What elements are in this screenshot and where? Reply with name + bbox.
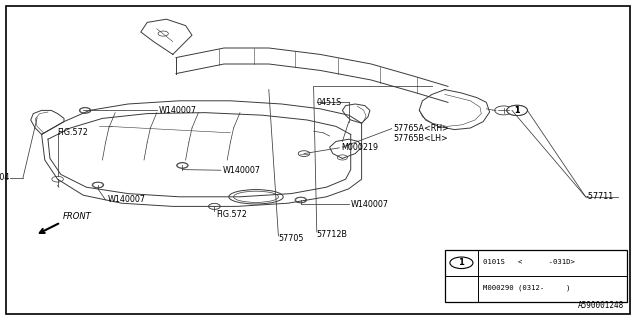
Circle shape xyxy=(92,182,104,188)
Circle shape xyxy=(450,257,473,268)
Circle shape xyxy=(158,31,168,36)
Circle shape xyxy=(80,108,90,113)
Circle shape xyxy=(93,182,103,188)
Circle shape xyxy=(52,176,63,182)
Circle shape xyxy=(507,105,527,116)
Text: 1: 1 xyxy=(515,106,520,115)
Circle shape xyxy=(79,108,91,113)
Ellipse shape xyxy=(234,191,278,202)
Text: FRONT: FRONT xyxy=(63,212,92,221)
Circle shape xyxy=(209,204,220,209)
Circle shape xyxy=(209,204,220,209)
Circle shape xyxy=(337,155,348,160)
Text: 57765A<RH>: 57765A<RH> xyxy=(394,124,449,133)
Text: W140007: W140007 xyxy=(351,200,388,209)
Text: 57712B: 57712B xyxy=(317,230,348,239)
Ellipse shape xyxy=(229,189,283,204)
Text: A590001248: A590001248 xyxy=(578,301,624,310)
Text: W140007: W140007 xyxy=(223,166,260,175)
Text: 57705: 57705 xyxy=(278,234,304,243)
Circle shape xyxy=(495,106,513,115)
Circle shape xyxy=(507,105,527,116)
Circle shape xyxy=(296,197,306,203)
Text: M000219: M000219 xyxy=(341,143,378,152)
Text: W140007: W140007 xyxy=(108,196,145,204)
Text: 1: 1 xyxy=(458,258,465,267)
Text: 57704: 57704 xyxy=(0,173,10,182)
Text: FIG.572: FIG.572 xyxy=(58,128,88,137)
Text: M000290 (0312-     ): M000290 (0312- ) xyxy=(483,285,571,292)
Text: 0451S: 0451S xyxy=(317,98,342,107)
Text: 1: 1 xyxy=(515,106,520,115)
Bar xyxy=(445,250,627,302)
Circle shape xyxy=(177,163,188,168)
Circle shape xyxy=(295,197,307,203)
Circle shape xyxy=(177,163,188,168)
Text: -57711: -57711 xyxy=(586,192,614,201)
Text: 57765B<LH>: 57765B<LH> xyxy=(394,134,449,143)
Text: FIG.572: FIG.572 xyxy=(216,210,247,219)
Text: W140007: W140007 xyxy=(159,106,196,115)
Text: 0101S   <      -031D>: 0101S < -031D> xyxy=(483,259,575,265)
Circle shape xyxy=(298,151,310,156)
